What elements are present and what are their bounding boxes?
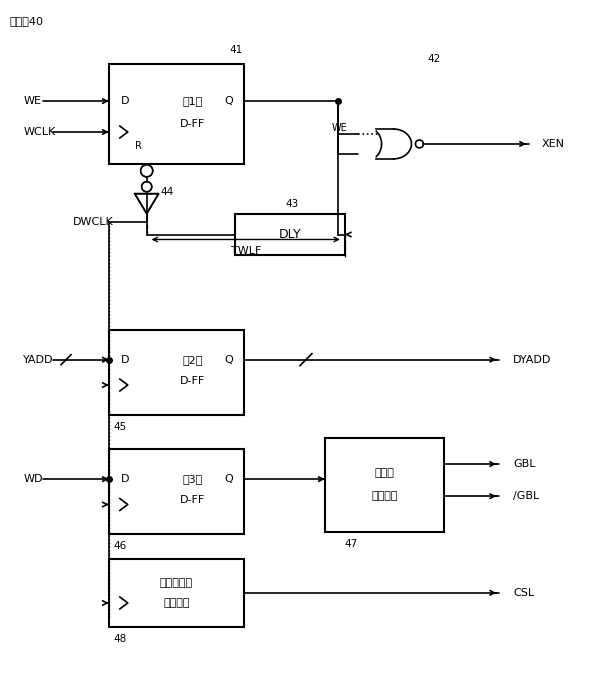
- Text: ソース信号: ソース信号: [160, 577, 193, 588]
- Text: Q: Q: [224, 96, 233, 106]
- Text: DYADD: DYADD: [513, 355, 551, 364]
- Text: XEN: XEN: [542, 139, 565, 149]
- Bar: [109, 64, 244, 164]
- Text: YADD: YADD: [23, 355, 54, 364]
- Text: 41: 41: [230, 45, 243, 55]
- Text: WCLK: WCLK: [23, 127, 56, 137]
- Text: CSL: CSL: [513, 588, 534, 598]
- Text: WE: WE: [332, 123, 348, 133]
- Bar: [109, 559, 244, 627]
- Bar: [235, 214, 345, 256]
- Text: D: D: [121, 355, 129, 364]
- Bar: [325, 438, 444, 532]
- Bar: [109, 330, 244, 414]
- Text: Q: Q: [224, 355, 233, 364]
- Text: DWCLK: DWCLK: [73, 216, 114, 227]
- Text: 第1の: 第1の: [183, 96, 203, 106]
- Text: 47: 47: [345, 539, 358, 549]
- Text: 第2の: 第2の: [183, 355, 203, 364]
- Text: デコーダ: デコーダ: [371, 491, 398, 501]
- Bar: [109, 449, 244, 534]
- Text: 46: 46: [114, 541, 127, 551]
- Text: TWLF: TWLF: [230, 247, 261, 256]
- Text: D: D: [121, 96, 129, 106]
- Text: 45: 45: [114, 421, 127, 432]
- Text: DLY: DLY: [279, 228, 301, 241]
- Text: データ: データ: [375, 469, 395, 479]
- Text: 44: 44: [161, 187, 174, 197]
- Text: 生成回路: 生成回路: [163, 598, 190, 608]
- Text: 43: 43: [285, 199, 298, 209]
- Circle shape: [141, 165, 152, 176]
- Text: 制御部40: 制御部40: [9, 16, 43, 25]
- Text: D: D: [121, 474, 129, 484]
- Text: WD: WD: [23, 474, 43, 484]
- Text: WE: WE: [23, 96, 41, 106]
- Text: D-FF: D-FF: [180, 376, 206, 386]
- Text: 48: 48: [114, 634, 127, 644]
- Text: 42: 42: [427, 54, 441, 64]
- Text: D-FF: D-FF: [180, 119, 206, 129]
- Text: D-FF: D-FF: [180, 495, 206, 506]
- Text: Q: Q: [224, 474, 233, 484]
- Polygon shape: [135, 194, 158, 214]
- Text: 第3の: 第3の: [183, 474, 203, 484]
- Circle shape: [142, 182, 151, 191]
- Text: GBL: GBL: [513, 459, 535, 469]
- Text: /GBL: /GBL: [513, 491, 539, 501]
- Text: R: R: [135, 141, 142, 151]
